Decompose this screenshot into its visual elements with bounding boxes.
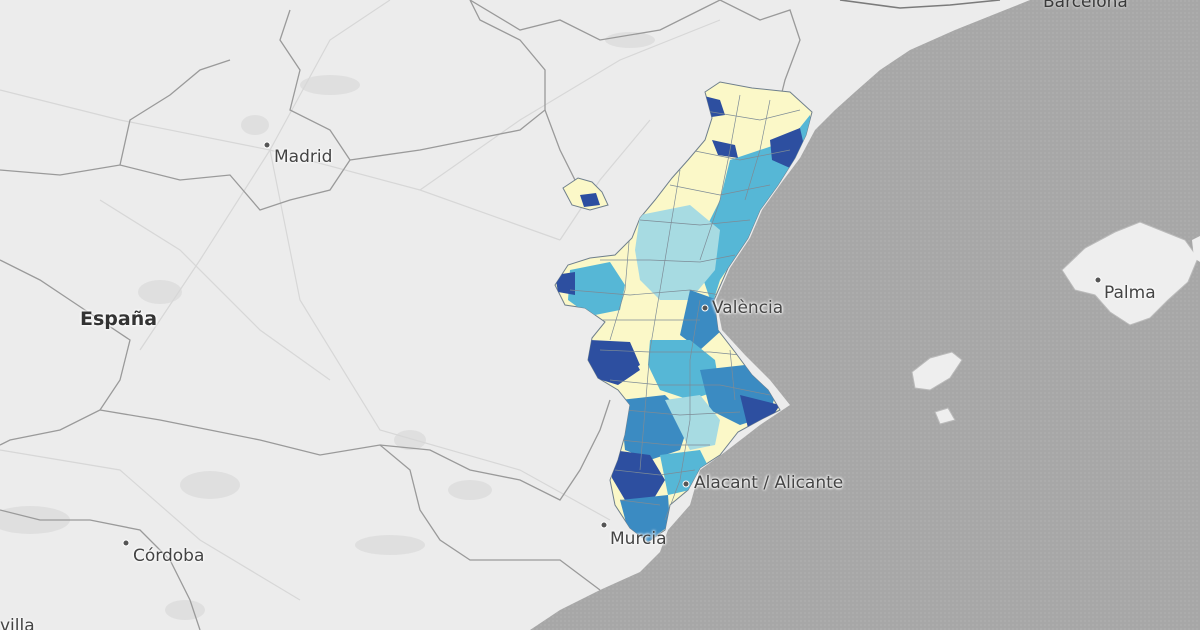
mediterranean-sea <box>530 0 1200 630</box>
label-murcia: Murcia <box>610 529 667 549</box>
label-cordoba: Córdoba <box>133 546 205 566</box>
label-palma: Palma <box>1104 283 1156 303</box>
zone-sw-dark <box>585 342 640 385</box>
valencia-marker <box>701 304 709 312</box>
terrain-patches <box>0 32 655 620</box>
menorca-edge <box>1192 236 1200 262</box>
choropleth-region <box>554 81 813 543</box>
alicante-marker <box>682 480 690 488</box>
label-valencia: València <box>712 298 784 318</box>
regional-borders <box>0 0 801 630</box>
label-sevilla-partial: villa <box>0 616 35 630</box>
exclave-dark-zone <box>580 193 600 207</box>
zone-valencia-metro <box>680 290 722 350</box>
zone-castellon-dark <box>712 140 738 158</box>
zone-far-west <box>555 272 575 295</box>
road-network <box>0 0 721 601</box>
label-alicante: Alacant / Alicante <box>694 473 844 493</box>
ibiza-island <box>911 351 963 391</box>
madrid-marker <box>263 141 271 149</box>
murcia-marker <box>600 521 608 529</box>
country-border-north <box>839 0 1001 9</box>
municipality-boundaries <box>569 94 801 521</box>
zone-mid-interior <box>635 205 720 300</box>
palma-marker <box>1094 276 1102 284</box>
zone-alicante-north <box>665 395 720 450</box>
mallorca-island <box>1061 221 1199 326</box>
city-markers <box>122 141 1102 547</box>
zone-alicante-coast <box>660 450 710 495</box>
formentera-island <box>934 407 956 425</box>
zone-mid-west <box>568 262 625 316</box>
label-barcelona: Barcelona <box>1043 0 1128 12</box>
label-madrid: Madrid <box>274 147 333 167</box>
cordoba-marker <box>122 539 130 547</box>
zone-vinalopo <box>612 450 665 505</box>
label-espana: España <box>80 308 158 330</box>
